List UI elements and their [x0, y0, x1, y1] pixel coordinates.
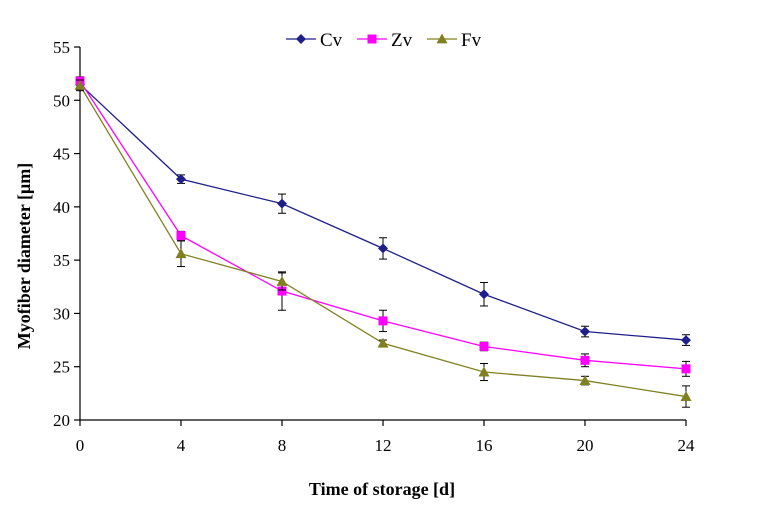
y-tick-label: 30	[53, 304, 70, 323]
y-tick-label: 20	[53, 411, 70, 430]
series-line-cv	[79, 83, 687, 341]
legend-marker-cv	[296, 34, 306, 44]
y-axis-title: Myofiber diameter [μm]	[14, 163, 34, 349]
data-point-cv	[580, 326, 590, 337]
data-point-zv	[479, 341, 489, 351]
x-tick-label: 0	[76, 436, 85, 455]
legend-item-zv: Zv	[357, 30, 413, 51]
x-tick-label: 12	[375, 436, 392, 455]
data-point-fv	[478, 366, 490, 377]
x-tick-label: 16	[476, 436, 493, 455]
legend-label-fv: Fv	[461, 30, 482, 51]
axes: 20 25 30 35 40 45 50 55 0 4 8 12 16 20 24	[53, 38, 695, 455]
y-tick-label: 40	[53, 198, 70, 217]
data-point-cv	[176, 174, 186, 185]
series-layer	[74, 76, 692, 408]
x-tick-label: 4	[177, 436, 186, 455]
y-tick-label: 45	[53, 145, 70, 164]
data-point-zv	[378, 316, 388, 326]
legend-item-fv: Fv	[427, 30, 482, 51]
x-axis-title: Time of storage [d]	[309, 479, 455, 499]
data-point-cv	[479, 289, 489, 300]
legend-label-zv: Zv	[391, 30, 413, 51]
legend-item-cv: Cv	[286, 30, 343, 51]
y-tick-label: 25	[53, 358, 70, 377]
data-point-fv	[74, 79, 86, 90]
series-cv	[75, 78, 691, 346]
data-point-cv	[378, 243, 388, 254]
data-point-cv	[277, 198, 287, 209]
data-point-zv	[681, 364, 691, 374]
y-tick-label: 50	[53, 91, 70, 110]
x-tick-label: 24	[678, 436, 696, 455]
data-point-fv	[680, 391, 692, 401]
y-tick-label: 35	[53, 251, 70, 270]
legend: Cv Zv Fv	[286, 30, 482, 51]
data-point-zv	[580, 355, 590, 365]
data-point-fv	[579, 375, 591, 385]
legend-marker-fv	[436, 33, 448, 44]
data-point-fv	[276, 275, 288, 286]
x-tick-label: 20	[577, 436, 594, 455]
data-point-zv	[277, 286, 287, 296]
y-tick-label: 55	[53, 38, 70, 57]
series-zv	[75, 76, 691, 377]
data-point-fv	[377, 337, 389, 348]
data-point-cv	[681, 335, 691, 346]
data-point-zv	[176, 231, 186, 241]
series-fv	[74, 79, 692, 408]
legend-marker-zv	[367, 34, 377, 44]
legend-label-cv: Cv	[320, 30, 343, 51]
data-point-fv	[175, 248, 187, 259]
x-tick-label: 8	[278, 436, 287, 455]
